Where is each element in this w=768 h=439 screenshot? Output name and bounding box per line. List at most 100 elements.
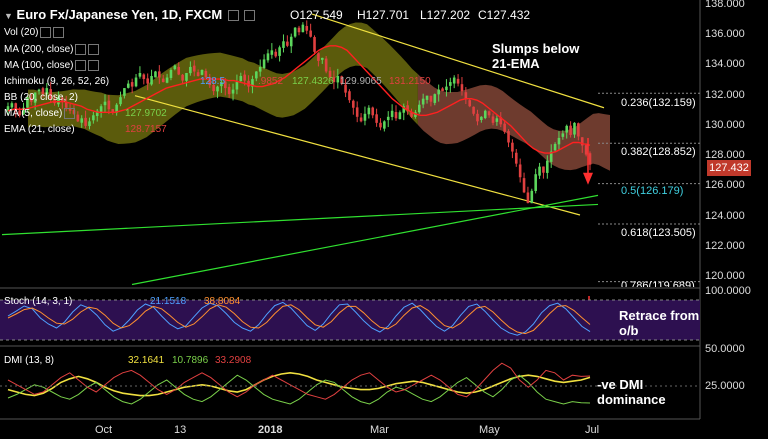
candle-body	[371, 107, 375, 116]
trendline-lower	[134, 95, 581, 216]
legend-vol[interactable]: Vol (20)	[4, 27, 65, 38]
visibility-icon[interactable]	[227, 10, 239, 22]
candle-body	[386, 116, 390, 121]
trendline-upper	[311, 13, 605, 109]
settings-icon[interactable]	[88, 44, 100, 55]
candle-body	[503, 123, 506, 132]
candle-body	[278, 47, 281, 56]
candle-body	[402, 106, 406, 113]
settings-icon[interactable]	[53, 27, 65, 38]
candle-body	[185, 73, 188, 81]
visibility-icon[interactable]	[64, 108, 76, 119]
candle-body	[33, 92, 37, 103]
dmi-line-0	[7, 371, 591, 397]
candle-body	[441, 88, 444, 92]
candle-body	[274, 51, 278, 57]
candle-body	[565, 125, 569, 133]
y-tick-label: 132.000	[705, 88, 745, 101]
candle-body	[588, 153, 592, 165]
stoch-line-0	[7, 301, 591, 336]
legend-ichimoku[interactable]: Ichimoku (9, 26, 52, 26)	[4, 76, 110, 87]
annotation-stoch: Retrace from o/b	[619, 308, 700, 338]
legend-bb[interactable]: BB (20, close, 2)	[4, 92, 78, 103]
candle-body	[134, 77, 138, 87]
y-tick-label: 122.000	[705, 239, 745, 252]
candle-body	[309, 30, 312, 37]
visibility-icon[interactable]	[40, 27, 52, 38]
candle-body	[344, 84, 347, 93]
candle-body	[452, 77, 456, 84]
current-price-tag: 127.432	[707, 160, 751, 176]
chevron-down-icon[interactable]: ▼	[4, 11, 13, 21]
candle-body	[243, 74, 246, 81]
candle-body	[530, 190, 534, 204]
candle-body	[355, 107, 359, 117]
candle-body	[464, 92, 468, 99]
ichimoku-value-1: 128.5	[200, 76, 226, 87]
candle-body	[468, 100, 472, 107]
legend-ma200[interactable]: MA (200, close)	[4, 44, 100, 55]
dmi-line-1	[7, 374, 591, 405]
settings-icon[interactable]	[88, 60, 100, 71]
ichimoku-value-4: .9852	[258, 76, 284, 87]
candle-body	[569, 125, 572, 135]
candle-body	[332, 77, 336, 83]
candle-body	[417, 104, 421, 113]
dmi-axis-50: 50.0000	[705, 343, 745, 355]
candle-body	[286, 41, 289, 46]
candle-body	[518, 164, 522, 178]
legend-ema21[interactable]: EMA (21, close)	[4, 124, 75, 135]
legend-ma5[interactable]: MA (5, close)	[4, 108, 76, 119]
candle-body	[68, 108, 72, 111]
candle-body	[95, 110, 99, 117]
candle-body	[142, 74, 146, 80]
candle-body	[76, 114, 80, 122]
candle-body	[158, 71, 161, 78]
candle-body	[72, 109, 76, 114]
candle-body	[499, 117, 503, 125]
symbol-label[interactable]: Euro Fx/Japanese Yen, 1D, FXCM	[16, 7, 223, 22]
candle-body	[495, 118, 499, 122]
ohlc-low: L127.202	[420, 8, 471, 22]
candle-body	[255, 71, 258, 79]
ichimoku-cloud-bull	[28, 22, 418, 144]
visibility-icon[interactable]	[75, 60, 87, 71]
dmi-adx-value: 32.1641	[128, 355, 165, 366]
legend-stoch[interactable]: Stoch (14, 3, 1)	[4, 296, 73, 307]
legend-dmi[interactable]: DMI (13, 8)	[4, 355, 55, 366]
candle-body	[88, 121, 91, 127]
candle-body	[289, 36, 293, 47]
x-tick-2018: 2018	[258, 424, 283, 436]
candle-body	[282, 41, 285, 48]
candle-body	[138, 73, 142, 77]
candle-body	[480, 116, 483, 121]
candle-body	[421, 98, 425, 105]
candle-body	[557, 137, 561, 145]
candle-body	[483, 110, 487, 119]
legend-ma100[interactable]: MA (100, close)	[4, 60, 100, 71]
candle-body	[514, 152, 518, 164]
stoch-line-1	[7, 304, 591, 335]
candle-body	[115, 104, 118, 113]
candle-body	[363, 113, 367, 121]
candle-body	[146, 78, 149, 84]
ohlc-close: C127.432	[478, 8, 531, 22]
visibility-icon[interactable]	[75, 44, 87, 55]
candle-body	[177, 66, 181, 75]
candle-body	[29, 98, 33, 102]
settings-icon[interactable]	[244, 10, 256, 22]
candle-body	[130, 82, 134, 87]
candle-body	[398, 112, 402, 120]
annotation-dmi: -ve DMI dominance	[597, 377, 666, 407]
y-tick-label: 138.000	[705, 0, 745, 11]
candle-body	[410, 112, 413, 117]
ohlc-open: O127.549	[290, 8, 343, 22]
candle-body	[577, 123, 580, 137]
candle-body	[379, 122, 382, 128]
candle-body	[80, 118, 84, 123]
candle-body	[208, 77, 212, 86]
candle-body	[223, 81, 227, 89]
fib-label-0786: 0.786(119.689)	[621, 280, 695, 287]
candle-body	[546, 160, 549, 173]
